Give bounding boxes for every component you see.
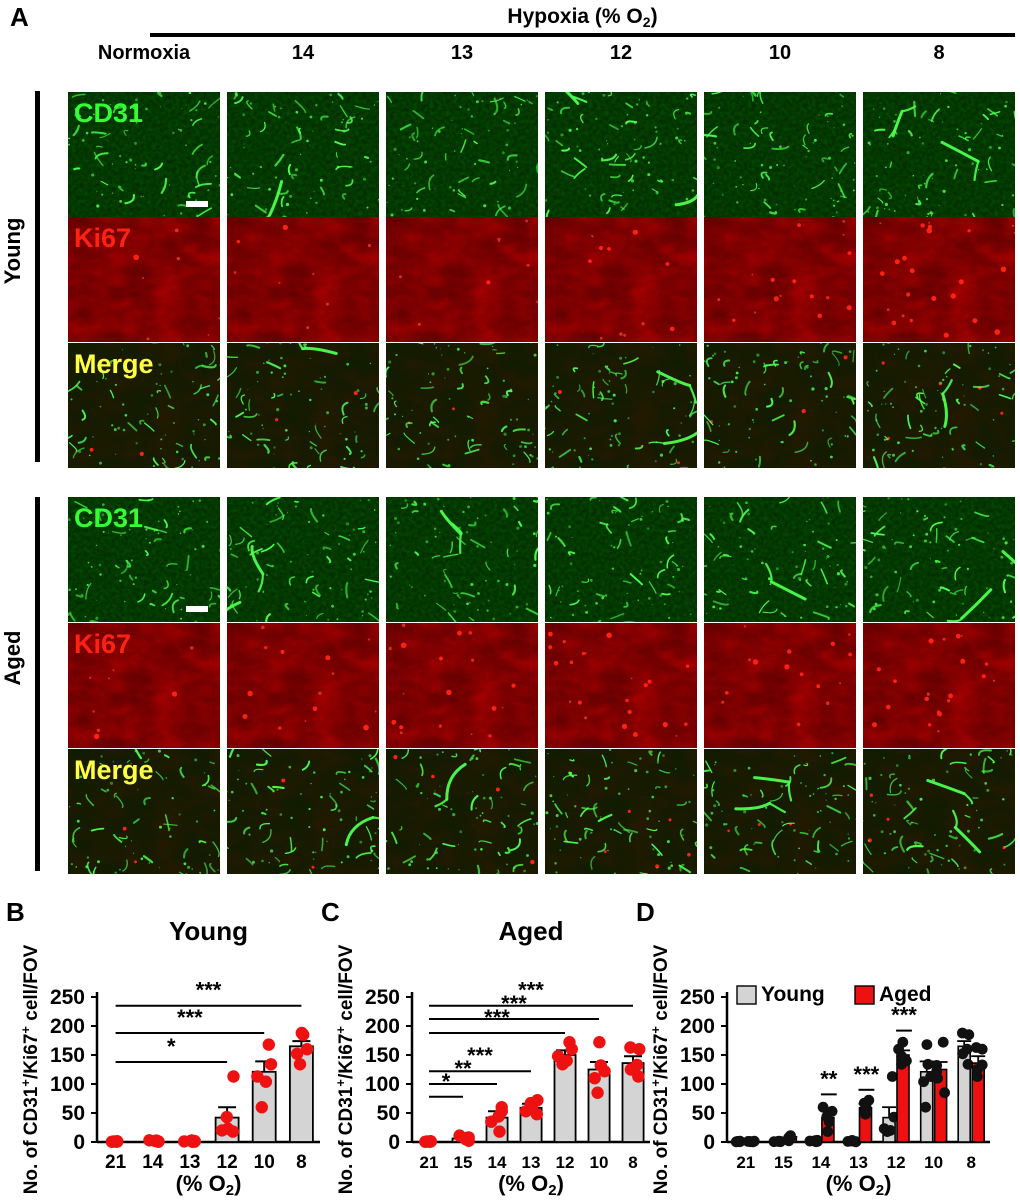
svg-text:0: 0 bbox=[388, 1131, 400, 1154]
svg-text:(% O2): (% O2) bbox=[498, 1171, 564, 1199]
svg-text:8: 8 bbox=[628, 1153, 637, 1172]
svg-text:200: 200 bbox=[365, 1015, 400, 1038]
svg-text:(% O2): (% O2) bbox=[826, 1171, 892, 1199]
svg-text:14: 14 bbox=[142, 1152, 164, 1173]
svg-text:21: 21 bbox=[105, 1152, 127, 1173]
svg-text:21: 21 bbox=[736, 1153, 755, 1172]
svg-text:***: *** bbox=[467, 1043, 493, 1068]
svg-text:Ki67: Ki67 bbox=[74, 223, 131, 253]
svg-text:200: 200 bbox=[50, 1015, 85, 1038]
svg-text:8: 8 bbox=[966, 1153, 975, 1172]
svg-text:15: 15 bbox=[774, 1153, 793, 1172]
svg-text:50: 50 bbox=[692, 1102, 715, 1125]
svg-text:Young: Young bbox=[761, 983, 825, 1006]
svg-text:0: 0 bbox=[703, 1131, 715, 1154]
svg-text:Merge: Merge bbox=[74, 349, 154, 379]
svg-text:12: 12 bbox=[887, 1153, 906, 1172]
svg-text:250: 250 bbox=[365, 986, 400, 1009]
svg-text:100: 100 bbox=[680, 1073, 715, 1096]
svg-text:***: *** bbox=[891, 1003, 917, 1028]
svg-text:8: 8 bbox=[296, 1152, 307, 1173]
svg-text:Aged: Aged bbox=[499, 916, 564, 946]
svg-text:50: 50 bbox=[377, 1102, 400, 1125]
svg-text:(% O2): (% O2) bbox=[176, 1171, 242, 1199]
svg-text:21: 21 bbox=[420, 1153, 439, 1172]
svg-text:*: * bbox=[167, 1034, 176, 1059]
svg-text:15: 15 bbox=[454, 1153, 473, 1172]
svg-text:100: 100 bbox=[50, 1073, 85, 1096]
svg-text:12: 12 bbox=[556, 1153, 575, 1172]
svg-text:13: 13 bbox=[522, 1153, 541, 1172]
svg-text:No. of CD31+/Ki67+ cell/FOV: No. of CD31+/Ki67+ cell/FOV bbox=[648, 944, 673, 1194]
svg-text:14: 14 bbox=[811, 1153, 830, 1172]
svg-text:150: 150 bbox=[365, 1044, 400, 1067]
svg-text:***: *** bbox=[196, 978, 222, 1003]
svg-text:150: 150 bbox=[50, 1044, 85, 1067]
svg-text:CD31: CD31 bbox=[74, 98, 143, 128]
svg-text:***: *** bbox=[854, 1062, 880, 1087]
svg-text:250: 250 bbox=[50, 986, 85, 1009]
svg-text:**: ** bbox=[820, 1066, 838, 1091]
svg-text:100: 100 bbox=[365, 1073, 400, 1096]
svg-text:250: 250 bbox=[680, 986, 715, 1009]
svg-text:***: *** bbox=[177, 1005, 203, 1030]
svg-text:13: 13 bbox=[179, 1152, 200, 1173]
svg-text:Ki67: Ki67 bbox=[74, 629, 131, 659]
svg-text:Young: Young bbox=[169, 916, 248, 946]
svg-text:No. of CD31+/Ki67+ cell/FOV: No. of CD31+/Ki67+ cell/FOV bbox=[18, 944, 43, 1194]
svg-text:0: 0 bbox=[73, 1131, 85, 1154]
svg-text:10: 10 bbox=[254, 1152, 275, 1173]
svg-text:50: 50 bbox=[62, 1102, 85, 1125]
svg-text:No. of CD31+/Ki67+ cell/FOV: No. of CD31+/Ki67+ cell/FOV bbox=[333, 944, 358, 1194]
svg-text:Aged: Aged bbox=[879, 983, 932, 1006]
svg-text:10: 10 bbox=[924, 1153, 943, 1172]
svg-text:12: 12 bbox=[217, 1152, 238, 1173]
svg-text:14: 14 bbox=[488, 1153, 507, 1172]
svg-text:200: 200 bbox=[680, 1015, 715, 1038]
svg-text:10: 10 bbox=[590, 1153, 609, 1172]
svg-text:13: 13 bbox=[849, 1153, 868, 1172]
svg-text:*: * bbox=[442, 1069, 451, 1094]
svg-text:***: *** bbox=[518, 978, 544, 1003]
svg-text:Merge: Merge bbox=[74, 755, 154, 785]
svg-text:CD31: CD31 bbox=[74, 503, 143, 533]
svg-text:150: 150 bbox=[680, 1044, 715, 1067]
